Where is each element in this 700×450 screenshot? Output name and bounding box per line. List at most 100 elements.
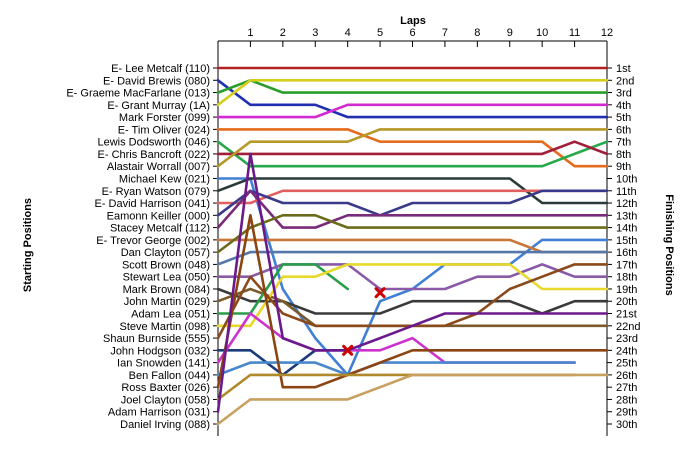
driver-line (216, 189, 609, 229)
starting-position-label: Adam Harrison (031) (108, 407, 210, 419)
finishing-position-label: 6th (616, 124, 631, 136)
retirement-marker (342, 344, 354, 356)
starting-position-label: Stewart Lea (050) (123, 272, 210, 284)
starting-position-label: Steve Martin (098) (120, 321, 210, 333)
starting-position-label: Eamonn Keiller (000) (107, 210, 210, 222)
finishing-position-label: 3rd (616, 88, 632, 100)
finishing-position-label: 22nd (616, 321, 640, 333)
starting-position-label: Shaun Burnside (555) (103, 333, 210, 345)
lap-tick-label: 10 (536, 27, 548, 39)
starting-position-label: Daniel Irving (088) (120, 419, 210, 431)
finishing-position-label: 13th (616, 210, 637, 222)
driver-line (216, 79, 609, 107)
finishing-position-label: 2nd (616, 75, 634, 87)
starting-position-label: Joel Clayton (058) (121, 394, 210, 406)
driver-line (216, 140, 609, 168)
driver-line (216, 361, 576, 377)
retirement-cross-stroke (342, 344, 354, 356)
lap-tick-label: 8 (474, 27, 480, 39)
finishing-position-label: 27th (616, 382, 637, 394)
finishing-position-label: 23rd (616, 333, 638, 345)
retirement-marker (374, 287, 386, 299)
lap-tick-label: 7 (442, 27, 448, 39)
starting-position-label: Ross Baxter (026) (121, 382, 210, 394)
finishing-position-label: 30th (616, 419, 637, 431)
finishing-position-label: 11th (616, 186, 637, 198)
starting-position-label: Scott Brown (048) (122, 259, 210, 271)
starting-position-label: Lewis Dodsworth (046) (98, 137, 211, 149)
starting-position-label: E- Lee Metcalf (110) (111, 63, 210, 75)
driver-line (216, 189, 609, 217)
finishing-position-label: 10th (616, 173, 637, 185)
left-axis-title: Starting Positions (22, 198, 34, 292)
right-axis-title: Finishing Positions (663, 194, 675, 295)
finishing-position-label: 29th (616, 407, 637, 419)
driver-line (216, 128, 609, 168)
driver-line (216, 128, 609, 168)
finishing-position-label: 1st (616, 63, 631, 75)
x-axis-title: Laps (400, 15, 426, 27)
lap-tick-label: 4 (345, 27, 351, 39)
driver-line (216, 103, 609, 119)
driver-line (216, 373, 609, 426)
starting-position-label: Ben Fallon (044) (129, 370, 210, 382)
driver-line (216, 238, 609, 254)
finishing-position-label: 7th (616, 137, 631, 149)
driver-line (216, 250, 609, 266)
starting-position-label: John Martin (029) (124, 296, 210, 308)
finishing-position-label: 21st (616, 309, 637, 321)
finishing-position-label: 17th (616, 259, 637, 271)
lap-tick-label: 12 (601, 27, 613, 39)
driver-line (216, 140, 609, 156)
starting-position-label: E- Tim Oliver (024) (118, 124, 210, 136)
starting-position-label: Stacey Metcalf (112) (110, 223, 210, 235)
lap-tick-label: 2 (280, 27, 286, 39)
finishing-position-label: 12th (616, 198, 637, 210)
starting-position-label: Alastair Worrall (007) (107, 161, 210, 173)
retirement-cross-stroke (374, 287, 386, 299)
starting-position-label: E- David Brewis (080) (103, 75, 210, 87)
finishing-position-label: 9th (616, 161, 631, 173)
finishing-position-label: 24th (616, 345, 637, 357)
starting-position-label: Mark Brown (084) (123, 284, 210, 296)
lap-tick-label: 3 (312, 27, 318, 39)
driver-line (216, 177, 609, 377)
finishing-position-label: 5th (616, 112, 631, 124)
finishing-position-label: 16th (616, 247, 637, 259)
lap-tick-label: 11 (569, 27, 580, 39)
finishing-position-label: 14th (616, 223, 637, 235)
lap-tick-label: 6 (409, 27, 415, 39)
finishing-position-label: 28th (616, 394, 637, 406)
starting-position-label: E- Trevor George (002) (96, 235, 210, 247)
starting-position-label: Adam Lea (051) (131, 309, 210, 321)
lap-tick-label: 1 (247, 27, 253, 39)
driver-line (216, 373, 576, 401)
starting-position-label: Michael Kew (021) (119, 173, 210, 185)
starting-position-label: E- Graeme MacFarlane (013) (66, 88, 210, 100)
starting-position-label: E- Ryan Watson (079) (102, 186, 210, 198)
finishing-position-label: 4th (616, 100, 631, 112)
finishing-position-label: 25th (616, 358, 637, 370)
starting-position-label: Mark Forster (099) (119, 112, 210, 124)
lap-tick-label: 9 (507, 27, 513, 39)
finishing-position-label: 15th (616, 235, 637, 247)
driver-line (216, 263, 609, 328)
starting-position-label: Ian Snowden (141) (117, 358, 210, 370)
driver-line (216, 214, 609, 389)
finishing-position-label: 18th (616, 272, 637, 284)
driver-line (216, 79, 609, 94)
driver-line (216, 177, 609, 205)
finishing-position-label: 19th (616, 284, 637, 296)
starting-position-label: E- Chris Bancroft (022) (98, 149, 210, 161)
starting-position-label: Dan Clayton (057) (121, 247, 210, 259)
starting-position-label: E- Grant Murray (1A) (107, 100, 210, 112)
lap-tick-label: 5 (377, 27, 383, 39)
driver-line (216, 214, 609, 254)
finishing-position-label: 8th (616, 149, 631, 161)
starting-position-label: John Hodgson (032) (110, 345, 210, 357)
starting-position-label: E- David Harrison (041) (94, 198, 210, 210)
driver-line (216, 152, 609, 414)
finishing-position-label: 20th (616, 296, 637, 308)
